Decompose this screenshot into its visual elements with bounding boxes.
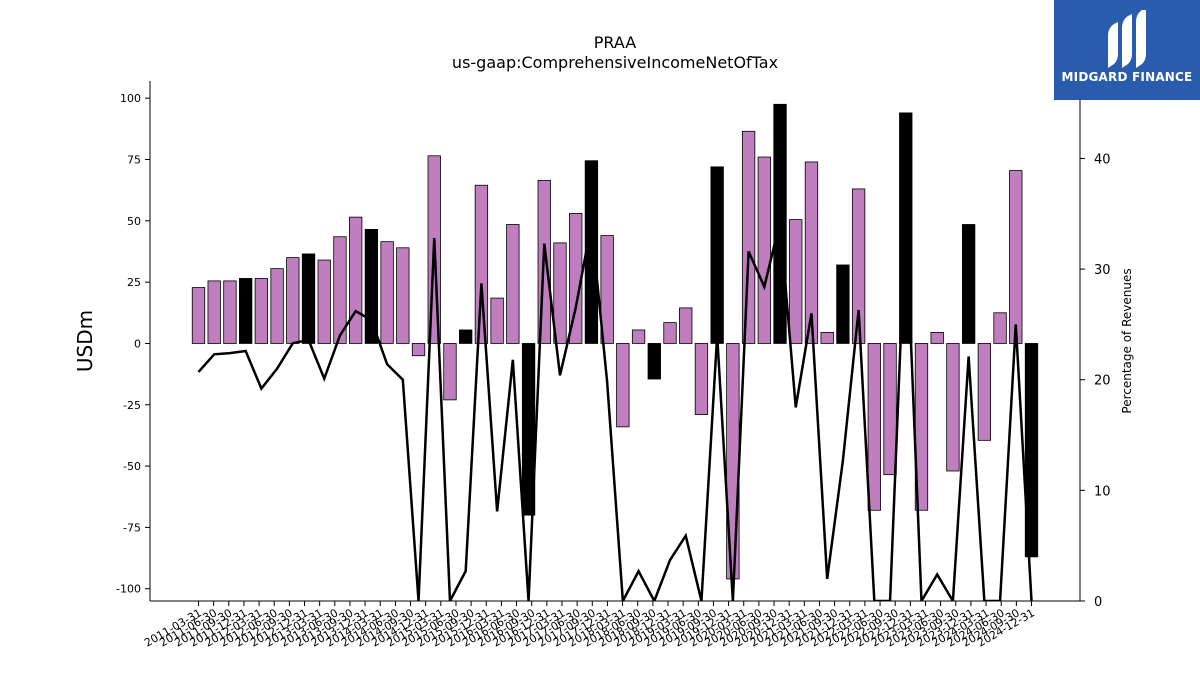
bar [506, 224, 520, 344]
bar [694, 343, 709, 415]
y2-axis-label: Percentage of Revenues [1120, 268, 1134, 413]
y-axis-label: USDm [73, 310, 97, 372]
bar [679, 307, 693, 344]
bar [1009, 170, 1023, 344]
y-tick-label: 75 [127, 153, 141, 166]
bar [317, 259, 331, 344]
bar [443, 343, 457, 401]
x-axis-ticks: 2011-03-312011-06-302011-09-302011-12-31… [142, 601, 1037, 650]
bar [349, 216, 363, 344]
bar [207, 280, 221, 344]
bar [647, 343, 661, 380]
bar [930, 332, 944, 344]
chart-title: PRAA [594, 33, 637, 52]
bar [600, 235, 614, 344]
bar [459, 329, 473, 344]
bar [961, 224, 976, 344]
y2-axis-ticks: 0 10 20 30 40 [1080, 152, 1111, 610]
bar [254, 278, 269, 344]
bar [521, 343, 536, 516]
bar [411, 343, 426, 357]
bar [883, 343, 897, 476]
bar [867, 343, 881, 511]
bar [663, 322, 677, 344]
y-axis-ticks: -100 -75 -50 -25 0 25 50 75 100 [116, 92, 150, 596]
bar [757, 156, 771, 344]
bar [631, 329, 646, 344]
y2-tick-label: 30 [1094, 263, 1111, 278]
bar [286, 257, 300, 344]
bar [1024, 343, 1039, 558]
bar [616, 343, 630, 428]
brand-badge: MIDGARD FINANCE [1054, 0, 1200, 100]
bar [333, 236, 347, 344]
bar [851, 188, 866, 344]
bar [191, 287, 206, 344]
bar [380, 241, 394, 344]
y-tick-label: -75 [123, 521, 141, 534]
bar [301, 253, 316, 344]
y-tick-label: 100 [120, 92, 141, 105]
bar [946, 343, 960, 472]
y-tick-label: -100 [116, 583, 141, 596]
chart-subtitle: us-gaap:ComprehensiveIncomeNetOfTax [452, 53, 778, 72]
bar [270, 268, 284, 344]
bar [804, 161, 819, 344]
y2-tick-label: 10 [1094, 484, 1111, 499]
bar [993, 312, 1007, 344]
bar [741, 130, 756, 344]
bar [553, 242, 567, 344]
y2-tick-label: 0 [1094, 595, 1102, 610]
bar [820, 332, 834, 344]
midgard-m-logo-icon [1108, 10, 1146, 68]
bar [977, 343, 991, 441]
bar [239, 278, 253, 344]
percentage-line [197, 213, 1033, 601]
y2-tick-label: 20 [1094, 374, 1111, 389]
bar [223, 280, 237, 344]
y-tick-label: 50 [127, 215, 141, 228]
bar [710, 166, 724, 344]
bar [789, 219, 803, 344]
y-tick-label: 0 [134, 337, 141, 350]
y-tick-label: -50 [123, 460, 141, 473]
bar [474, 184, 489, 344]
bar [364, 228, 379, 344]
y-tick-label: -25 [123, 399, 141, 412]
bar [836, 264, 850, 344]
line-series [197, 213, 1033, 601]
y-tick-label: 25 [127, 276, 141, 289]
bar [490, 297, 504, 344]
y2-tick-label: 40 [1094, 152, 1111, 167]
brand-name: MIDGARD FINANCE [1061, 70, 1193, 84]
bar [396, 247, 410, 344]
